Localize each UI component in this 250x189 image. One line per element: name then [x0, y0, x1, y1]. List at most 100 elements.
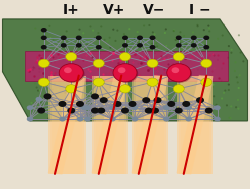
Point — [234, 106, 238, 109]
Point — [54, 71, 58, 74]
Point — [54, 56, 58, 59]
FancyBboxPatch shape — [181, 76, 209, 174]
Point — [206, 56, 210, 59]
Point — [88, 25, 92, 28]
Point — [225, 104, 229, 107]
Point — [122, 105, 126, 108]
Point — [230, 51, 234, 54]
Point — [61, 112, 65, 115]
Point — [136, 30, 140, 33]
Point — [122, 112, 126, 115]
Circle shape — [147, 59, 158, 67]
Circle shape — [59, 117, 66, 122]
Circle shape — [61, 43, 67, 48]
Point — [199, 65, 203, 68]
Point — [174, 37, 178, 40]
Point — [150, 42, 154, 45]
Point — [93, 116, 97, 119]
Circle shape — [59, 64, 83, 82]
Point — [33, 82, 37, 85]
Circle shape — [120, 53, 130, 61]
Point — [188, 64, 192, 67]
Point — [86, 50, 89, 53]
Circle shape — [96, 36, 102, 40]
Point — [115, 29, 119, 32]
Point — [58, 71, 62, 74]
Point — [206, 90, 210, 93]
Point — [104, 72, 108, 75]
Point — [236, 98, 240, 101]
Point — [206, 24, 210, 27]
Point — [150, 106, 154, 109]
Point — [170, 78, 174, 81]
Circle shape — [175, 108, 183, 114]
Point — [211, 85, 215, 88]
Circle shape — [163, 117, 170, 122]
Point — [195, 37, 199, 40]
Point — [182, 86, 186, 89]
Point — [86, 39, 90, 42]
Point — [40, 86, 44, 89]
Polygon shape — [131, 75, 169, 175]
FancyBboxPatch shape — [50, 76, 84, 174]
Point — [61, 43, 65, 46]
FancyBboxPatch shape — [48, 76, 86, 174]
Point — [118, 51, 122, 54]
Circle shape — [109, 117, 116, 122]
Point — [183, 50, 187, 53]
Point — [163, 32, 167, 35]
Point — [134, 42, 138, 45]
Point — [95, 69, 99, 72]
Point — [178, 69, 182, 72]
Point — [33, 59, 37, 62]
Point — [127, 28, 131, 31]
Point — [124, 91, 128, 94]
Point — [38, 101, 42, 104]
Point — [60, 110, 64, 113]
Point — [32, 102, 36, 105]
Point — [59, 70, 63, 73]
Point — [67, 67, 71, 70]
Point — [46, 117, 50, 120]
Circle shape — [66, 53, 77, 61]
Point — [50, 112, 54, 115]
Point — [128, 42, 132, 45]
Circle shape — [203, 36, 209, 40]
Point — [151, 31, 155, 34]
FancyBboxPatch shape — [134, 76, 166, 174]
Point — [196, 49, 200, 52]
Point — [188, 96, 192, 99]
Point — [66, 38, 70, 41]
Point — [56, 88, 60, 91]
Circle shape — [122, 43, 128, 48]
Circle shape — [128, 101, 136, 107]
Point — [58, 50, 62, 53]
Point — [155, 45, 159, 48]
Point — [154, 42, 158, 45]
Point — [51, 64, 55, 67]
Point — [140, 60, 144, 63]
Point — [51, 88, 55, 91]
Point — [37, 60, 41, 63]
Point — [77, 110, 81, 113]
Point — [227, 83, 231, 86]
Point — [33, 27, 37, 30]
Point — [66, 115, 70, 118]
Point — [191, 31, 195, 34]
Point — [192, 81, 196, 84]
Point — [38, 67, 42, 70]
FancyBboxPatch shape — [177, 76, 213, 174]
Point — [201, 91, 205, 94]
Point — [38, 89, 42, 92]
Circle shape — [191, 43, 197, 48]
Point — [196, 23, 200, 26]
Point — [151, 99, 155, 102]
Circle shape — [203, 45, 209, 50]
Circle shape — [145, 108, 153, 114]
Circle shape — [41, 45, 47, 50]
Point — [223, 89, 227, 92]
Point — [59, 37, 63, 40]
Polygon shape — [48, 75, 86, 175]
Polygon shape — [91, 75, 129, 175]
Point — [78, 38, 82, 41]
